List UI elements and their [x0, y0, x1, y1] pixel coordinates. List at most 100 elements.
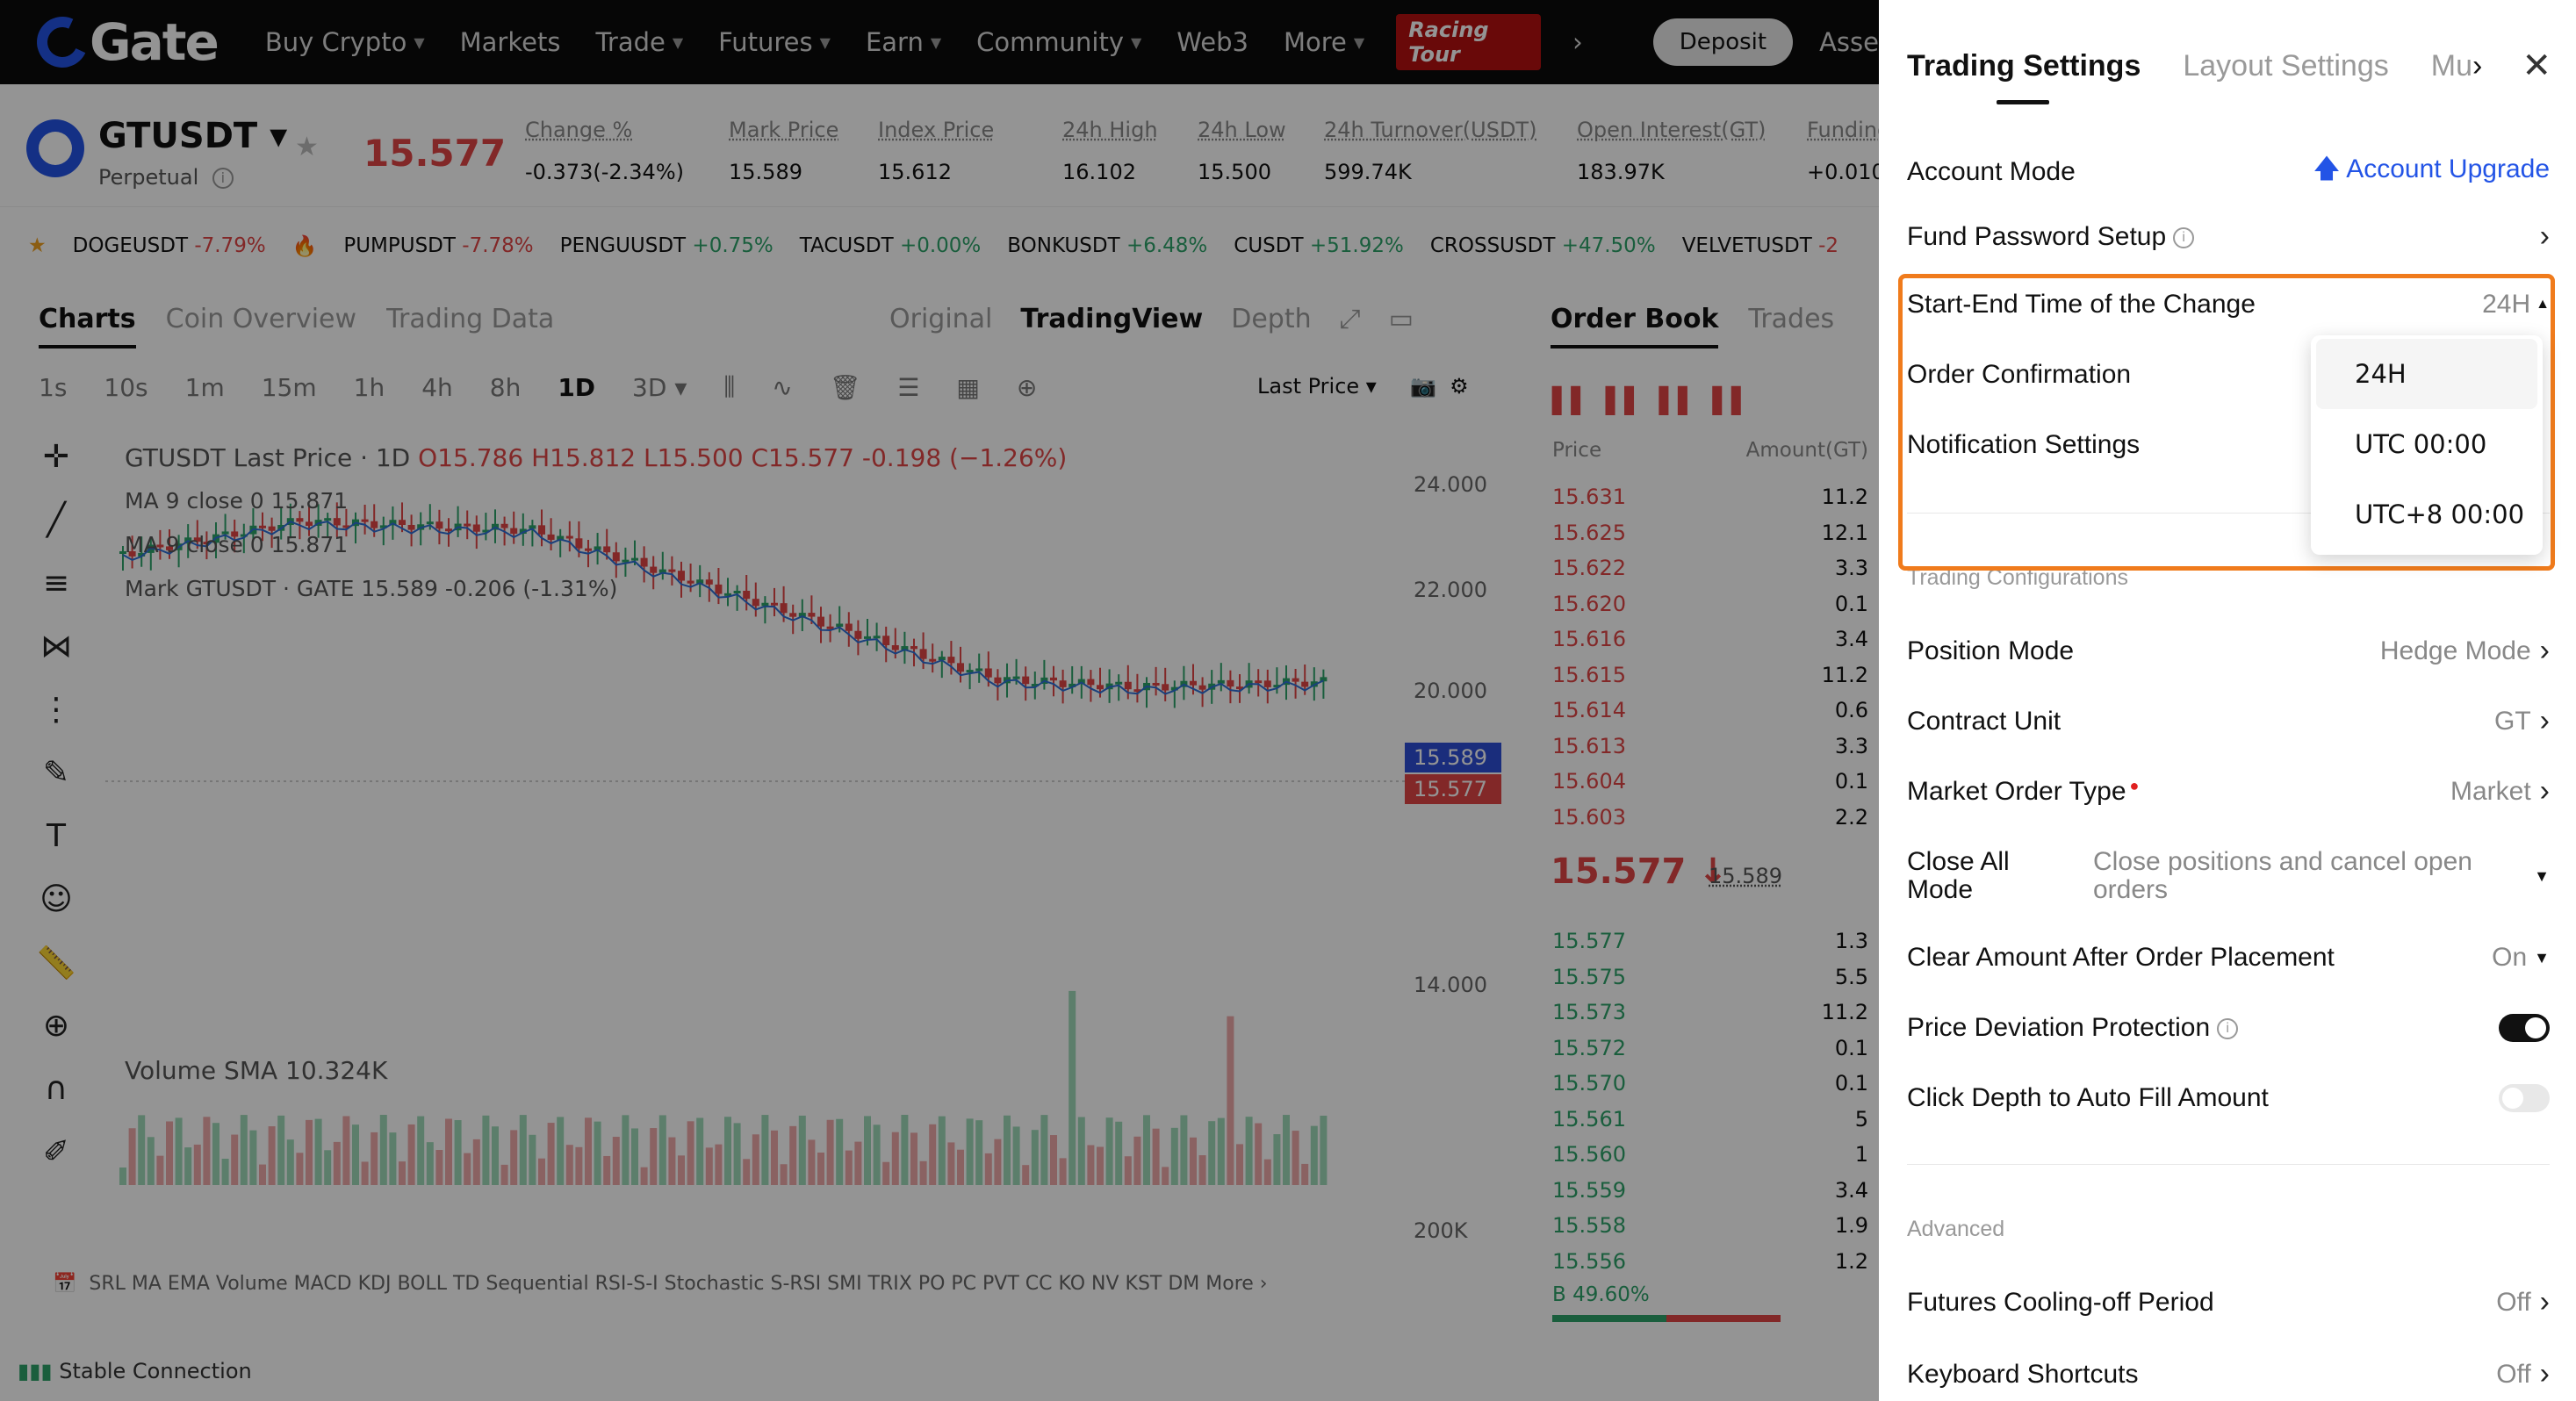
fund-password-row[interactable]: Fund Password Setup i ›: [1907, 219, 2550, 254]
strip-item[interactable]: CROSSUSDT +47.50%: [1429, 234, 1656, 257]
pattern-icon[interactable]: ⋈: [40, 629, 72, 665]
tab-order-book[interactable]: Order Book: [1551, 304, 1719, 348]
nav-markets[interactable]: Markets: [459, 27, 561, 57]
ruler-icon[interactable]: 📏: [36, 945, 76, 981]
order-book-row[interactable]: 15.570 0.1: [1552, 1071, 1868, 1096]
order-book-row[interactable]: 15.604 0.1: [1552, 769, 1868, 794]
lock-pen-icon[interactable]: ✐: [42, 1134, 70, 1170]
tf-15m[interactable]: 15m: [261, 372, 317, 402]
strip-item[interactable]: TACUSDT +0.00%: [799, 234, 982, 257]
candle-type-icon[interactable]: ⫼: [723, 372, 736, 401]
tf-10s[interactable]: 10s: [104, 372, 148, 402]
tab-trades[interactable]: Trades: [1748, 304, 1835, 334]
tf-1h[interactable]: 1h: [353, 372, 385, 402]
order-book-row[interactable]: 15.558 1.9: [1552, 1213, 1868, 1238]
start-end-time-row[interactable]: Start-End Time of the Change 24H ▲: [1907, 290, 2550, 320]
strip-item[interactable]: VELVETUSDT -2: [1681, 234, 1838, 257]
order-book-row[interactable]: 15.556 1.2: [1552, 1249, 1868, 1274]
horizontal-lines-icon[interactable]: ≡: [42, 565, 70, 601]
magnet-icon[interactable]: ∩: [44, 1071, 68, 1107]
order-book-row[interactable]: 15.560 1: [1552, 1142, 1868, 1167]
favorite-star-icon[interactable]: ★: [295, 132, 319, 162]
indicators-icon[interactable]: ∿: [772, 372, 793, 402]
trash-icon[interactable]: 🗑: [829, 372, 861, 402]
order-book-row[interactable]: 15.620 0.1: [1552, 592, 1868, 616]
order-book-row[interactable]: 15.573 11.2: [1552, 1000, 1868, 1024]
tab-more[interactable]: Mu›: [2430, 49, 2483, 83]
order-book-row[interactable]: 15.603 2.2: [1552, 805, 1868, 830]
candlestick-chart[interactable]: 24.00022.00020.00018.00014.000200KApr15M…: [105, 430, 1510, 1264]
order-book-row[interactable]: 15.631 11.2: [1552, 485, 1868, 509]
close-all-mode-row[interactable]: Close All Mode Close positions and cance…: [1907, 848, 2550, 904]
tab-trading-settings[interactable]: Trading Settings: [1907, 49, 2141, 104]
text-icon[interactable]: T: [47, 818, 66, 854]
tf-3d[interactable]: 3D ▾: [632, 372, 687, 402]
order-confirmation-row[interactable]: Order Confirmation: [1907, 360, 2550, 390]
strip-item[interactable]: PENGUUSDT +0.75%: [559, 234, 774, 257]
view-tradingview[interactable]: TradingView: [1020, 304, 1204, 334]
account-upgrade-link[interactable]: 🡅 Account Upgrade: [2313, 154, 2550, 183]
nav-more[interactable]: More ▼: [1283, 27, 1365, 57]
nav-next-icon[interactable]: ›: [1572, 27, 1583, 57]
price-deviation-toggle[interactable]: [2499, 1014, 2550, 1042]
order-book-row[interactable]: 15.561 5: [1552, 1107, 1868, 1132]
crosshair-icon[interactable]: ✛: [42, 439, 70, 475]
order-book-row[interactable]: 15.575 5.5: [1552, 965, 1868, 989]
nav-futures[interactable]: Futures ▼: [718, 27, 831, 57]
fullscreen-icon[interactable]: ⤢: [1339, 304, 1361, 334]
emoji-icon[interactable]: ☺: [40, 881, 73, 917]
order-book-row[interactable]: 15.614 0.6: [1552, 698, 1868, 722]
strip-star-icon[interactable]: ★: [28, 234, 47, 257]
nav-assets[interactable]: Asse: [1819, 27, 1879, 57]
tab-coin-overview[interactable]: Coin Overview: [165, 304, 357, 334]
book-view-toggle-icons[interactable]: ▌▌ ▌▌ ▌▌ ▌▌: [1552, 386, 1751, 415]
strip-item[interactable]: DOGEUSDT -7.79%: [72, 234, 266, 257]
order-book-row[interactable]: 15.616 3.4: [1552, 627, 1868, 651]
dropdown-option-24h[interactable]: 24H: [2316, 339, 2537, 409]
order-book-row[interactable]: 15.615 11.2: [1552, 663, 1868, 687]
strip-item[interactable]: CUSDT +51.92%: [1234, 234, 1404, 257]
gate-logo[interactable]: Gate: [29, 9, 219, 75]
trendline-icon[interactable]: ╱: [47, 502, 66, 538]
tab-trading-data[interactable]: Trading Data: [386, 304, 555, 334]
deposit-button[interactable]: Deposit: [1652, 18, 1794, 66]
tab-charts[interactable]: Charts: [39, 304, 136, 348]
tf-1s[interactable]: 1s: [39, 372, 68, 402]
view-original[interactable]: Original: [889, 304, 993, 334]
price-source-select[interactable]: Last Price ▾ 📷 ⚙: [1257, 374, 1469, 399]
dropdown-option-utc-0[interactable]: UTC 00:00: [2355, 429, 2487, 459]
list-icon[interactable]: ☰: [897, 372, 920, 402]
add-icon[interactable]: ⊕: [1016, 372, 1038, 402]
order-book-row[interactable]: 15.622 3.3: [1552, 556, 1868, 580]
nav-earn[interactable]: Earn ▼: [865, 27, 942, 57]
order-book-row[interactable]: 15.625 12.1: [1552, 521, 1868, 545]
order-book-row[interactable]: 15.613 3.3: [1552, 734, 1868, 758]
strip-item[interactable]: PUMPUSDT -7.78%: [343, 234, 534, 257]
nav-web3[interactable]: Web3: [1176, 27, 1248, 57]
keyboard-shortcuts-row[interactable]: Keyboard Shortcuts Off ›: [1907, 1357, 2550, 1391]
grid-icon[interactable]: ▦: [956, 372, 980, 402]
indicator-bar[interactable]: 📅 SRL MA EMA Volume MACD KDJ BOLL TD Seq…: [53, 1273, 1268, 1295]
dropdown-option-utc-8[interactable]: UTC+8 00:00: [2355, 499, 2525, 529]
fib-icon[interactable]: ⋮: [40, 692, 72, 728]
tf-1m[interactable]: 1m: [184, 372, 225, 402]
window-icon[interactable]: ▭: [1388, 304, 1414, 334]
contract-unit-row[interactable]: Contract Unit GT ›: [1907, 704, 2550, 738]
brush-icon[interactable]: ✎: [42, 755, 70, 791]
nav-trade[interactable]: Trade ▼: [595, 27, 684, 57]
close-icon[interactable]: ✕: [2522, 47, 2551, 85]
strip-item[interactable]: BONKUSDT +6.48%: [1007, 234, 1208, 257]
tf-1d[interactable]: 1D: [558, 372, 596, 402]
symbol-selector[interactable]: GTUSDT ▾: [98, 116, 288, 156]
calendar-icon[interactable]: 📅: [53, 1273, 77, 1295]
nav-community[interactable]: Community ▼: [976, 27, 1142, 57]
market-order-type-row[interactable]: Market Order Type ● Market ›: [1907, 774, 2550, 808]
nav-buy-crypto[interactable]: Buy Crypto ▼: [264, 27, 425, 57]
tf-4h[interactable]: 4h: [421, 372, 453, 402]
click-depth-toggle[interactable]: [2499, 1084, 2550, 1112]
tab-layout-settings[interactable]: Layout Settings: [2183, 49, 2389, 83]
view-depth[interactable]: Depth: [1231, 304, 1312, 334]
notification-settings-row[interactable]: Notification Settings: [1907, 430, 2550, 460]
tf-8h[interactable]: 8h: [489, 372, 522, 402]
order-book-row[interactable]: 15.577 1.3: [1552, 929, 1868, 953]
